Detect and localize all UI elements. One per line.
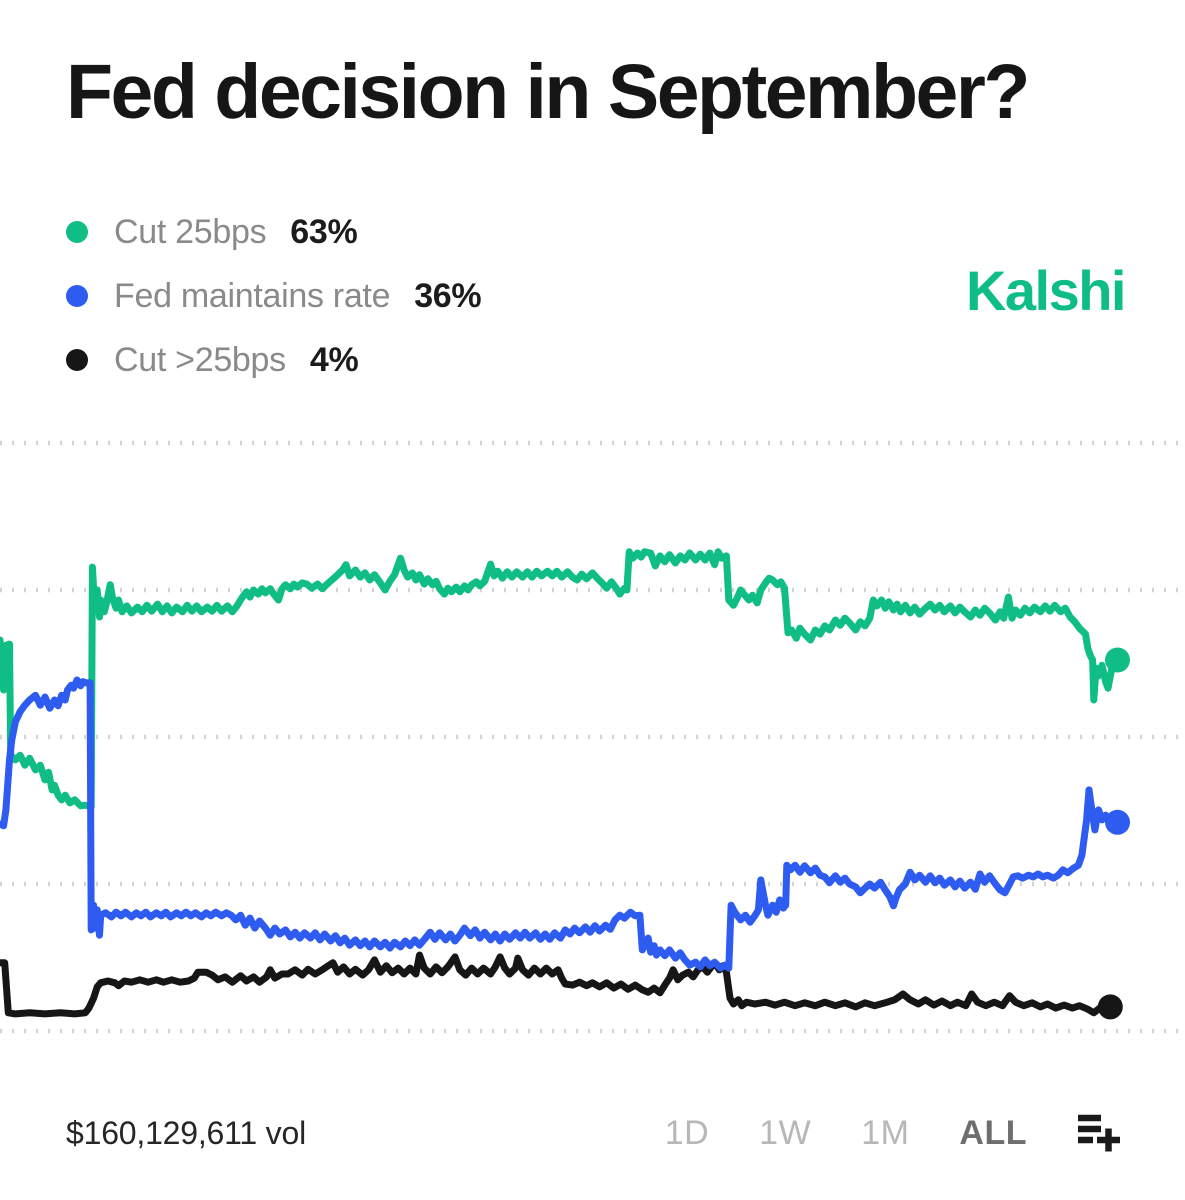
legend-value: 4% — [309, 340, 359, 379]
playlist-add-icon[interactable] — [1077, 1110, 1123, 1156]
range-button-1w[interactable]: 1W — [759, 1113, 812, 1152]
legend-value: 63% — [290, 212, 358, 251]
legend: Cut 25bps 63% Fed maintains rate 36% Cut… — [66, 200, 482, 392]
range-button-1d[interactable]: 1D — [664, 1113, 710, 1152]
range-button-1m[interactable]: 1M — [861, 1113, 910, 1152]
series-dot-icon — [66, 221, 88, 243]
legend-item-cut-25bps: Cut 25bps 63% — [66, 200, 481, 264]
legend-item-cut-gt-25bps: Cut >25bps 4% — [66, 328, 481, 392]
page-title: Fed decision in September? — [66, 49, 1030, 135]
legend-label: Fed maintains rate — [114, 276, 391, 315]
kalshi-logo: Kalshi — [965, 259, 1127, 322]
chart-footer: $160,129,611 vol 1D 1W 1M ALL — [0, 1104, 1185, 1162]
legend-item-fed-maintains-rate: Fed maintains rate 36% — [66, 264, 482, 328]
series-dot-icon — [66, 285, 88, 307]
volume-label: $160,129,611 vol — [66, 1114, 306, 1151]
legend-value: 36% — [414, 276, 482, 315]
range-button-all[interactable]: ALL — [959, 1113, 1027, 1152]
legend-label: Cut >25bps — [114, 340, 286, 379]
time-range-selector: 1D 1W 1M ALL — [665, 1110, 1123, 1156]
series-dot-icon — [66, 349, 88, 371]
legend-label: Cut 25bps — [114, 212, 267, 251]
